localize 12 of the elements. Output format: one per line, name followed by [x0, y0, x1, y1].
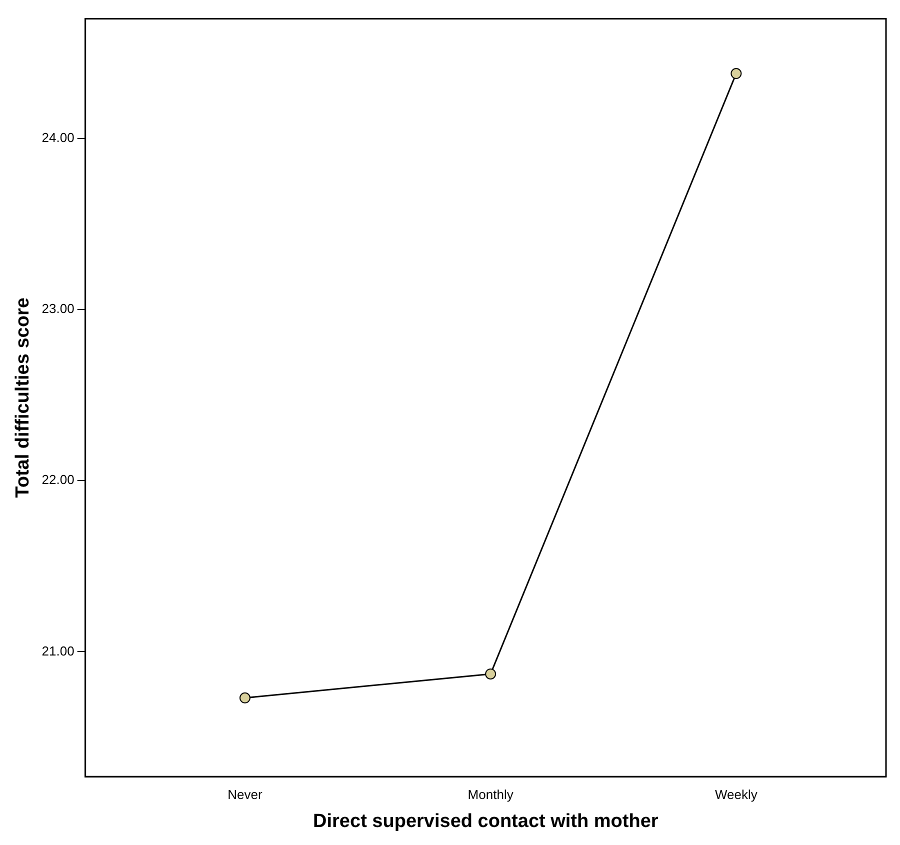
x-tick-label: Weekly: [714, 786, 758, 802]
x-tick-label: Monthly: [468, 786, 514, 802]
y-tick-label: 23.00: [42, 301, 74, 316]
x-tick-label: Never: [228, 786, 263, 802]
y-tick-label: 22.00: [42, 472, 74, 488]
point: [485, 668, 496, 680]
x-axis-title: Direct supervised contact with mother: [313, 810, 659, 832]
y-tick-label: 24.00: [42, 130, 74, 146]
point: [239, 692, 250, 704]
y-axis-title: Total difficulties score: [12, 298, 34, 498]
point: [730, 68, 742, 80]
y-tick-label: 21.00: [42, 643, 74, 658]
